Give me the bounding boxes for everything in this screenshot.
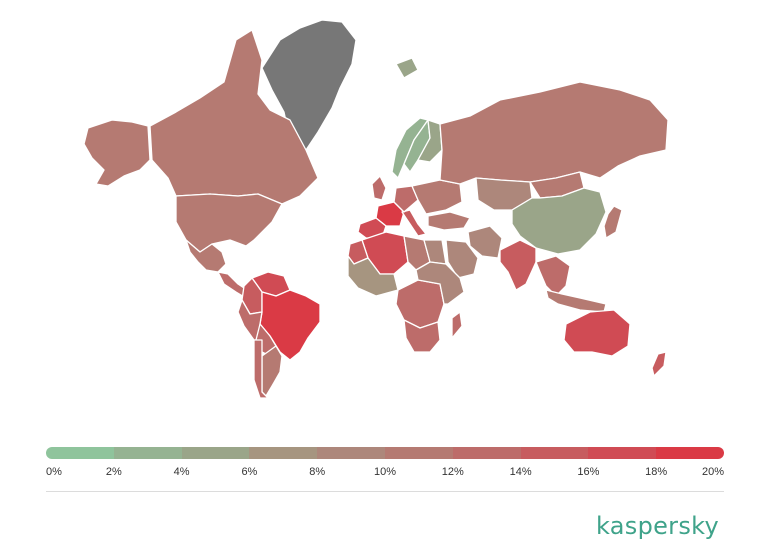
region-turkey bbox=[427, 211, 471, 231]
legend-label: 14% bbox=[509, 466, 532, 478]
region-russia bbox=[439, 81, 669, 185]
legend-segment bbox=[520, 447, 589, 459]
region-new-zealand bbox=[651, 351, 667, 377]
region-iceland bbox=[395, 57, 419, 79]
legend-label: 20% bbox=[701, 466, 724, 478]
region-argentina bbox=[261, 345, 283, 397]
legend-segment bbox=[249, 447, 318, 459]
region-italy bbox=[401, 209, 427, 237]
region-australia bbox=[563, 309, 631, 357]
region-india bbox=[499, 239, 537, 291]
region-madagascar bbox=[451, 311, 463, 339]
region-japan bbox=[603, 205, 623, 239]
region-west-africa bbox=[347, 255, 399, 297]
legend-label: 10% bbox=[373, 466, 397, 478]
region-indonesia bbox=[545, 289, 607, 313]
region-southeast-asia bbox=[535, 255, 571, 297]
region-south-africa bbox=[403, 319, 441, 353]
region-saudi-arabia bbox=[445, 239, 479, 279]
legend-label: 18% bbox=[645, 466, 668, 478]
legend-segment bbox=[181, 447, 250, 459]
legend-label: 6% bbox=[241, 466, 258, 478]
legend-labels: 0% 2% 4% 6% 8% 10% 12% 14% 16% 18% 20% bbox=[46, 466, 724, 482]
region-chile bbox=[253, 339, 269, 399]
region-united-kingdom bbox=[371, 175, 387, 201]
legend-color-scale bbox=[46, 447, 724, 459]
legend-segment bbox=[46, 447, 114, 459]
legend-segment bbox=[656, 447, 724, 459]
region-eastern-europe bbox=[411, 179, 463, 215]
kaspersky-logo: kaspersky bbox=[595, 512, 719, 540]
region-china bbox=[511, 187, 607, 255]
legend-segment bbox=[452, 447, 521, 459]
legend-segment bbox=[384, 447, 453, 459]
divider bbox=[46, 491, 724, 492]
region-germany bbox=[393, 185, 419, 213]
region-united-states bbox=[175, 193, 283, 253]
region-mexico bbox=[185, 239, 227, 273]
region-alaska bbox=[83, 119, 151, 187]
legend-label: 16% bbox=[577, 466, 600, 478]
legend-segment bbox=[317, 447, 385, 459]
world-map bbox=[83, 19, 669, 399]
region-east-africa bbox=[415, 261, 465, 305]
legend-segment bbox=[588, 447, 657, 459]
legend-label: 8% bbox=[309, 466, 326, 478]
region-central-africa bbox=[395, 279, 445, 329]
region-iran bbox=[467, 225, 503, 259]
legend-label: 12% bbox=[441, 466, 464, 478]
legend-label: 2% bbox=[105, 466, 122, 478]
legend-label: 0% bbox=[46, 466, 62, 478]
legend-label: 4% bbox=[173, 466, 190, 478]
legend-segment bbox=[113, 447, 182, 459]
